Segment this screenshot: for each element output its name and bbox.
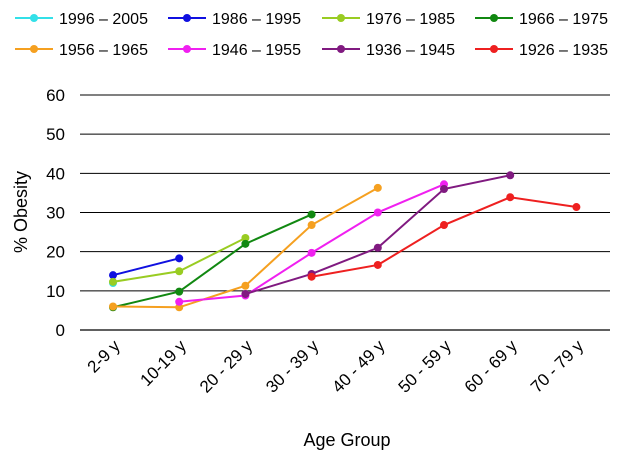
y-tick-label: 60 — [46, 86, 65, 105]
legend-label: 1986 – 1995 — [212, 11, 301, 28]
x-axis-title: Age Group — [303, 430, 390, 450]
series-1 — [109, 254, 184, 280]
data-point — [241, 289, 250, 298]
y-tick-label: 10 — [46, 282, 65, 301]
series-7 — [307, 193, 581, 281]
series-2 — [109, 233, 250, 286]
legend-swatch-marker — [30, 14, 38, 22]
data-point — [241, 239, 250, 248]
series-5 — [175, 180, 448, 306]
series-line — [112, 257, 180, 277]
series-line — [112, 213, 313, 309]
data-point — [506, 171, 515, 180]
series-layer — [109, 171, 581, 312]
legend-item: 1976 – 1985 — [322, 11, 455, 28]
legend-swatch-marker — [490, 45, 498, 53]
series-4 — [109, 183, 382, 312]
legend-swatch-marker — [183, 45, 191, 53]
y-axis-title: % Obesity — [11, 171, 31, 253]
data-point — [307, 272, 316, 281]
legend-item: 1946 – 1955 — [168, 42, 301, 59]
legend-item: 1986 – 1995 — [168, 11, 301, 28]
legend-label: 1946 – 1955 — [212, 42, 301, 59]
data-point — [241, 233, 250, 242]
legend-label: 1996 – 2005 — [59, 11, 148, 28]
legend-swatch-marker — [490, 14, 498, 22]
data-point — [109, 271, 117, 280]
data-point — [307, 210, 316, 219]
y-tick-label: 0 — [56, 321, 65, 340]
data-point — [373, 208, 382, 217]
data-point — [373, 183, 382, 192]
legend-item: 1926 – 1935 — [475, 42, 608, 59]
data-point — [506, 193, 515, 202]
data-point — [572, 203, 581, 212]
x-tick-label: 60 - 69 y — [461, 336, 522, 397]
series-line — [179, 183, 445, 303]
legend-item: 1966 – 1975 — [475, 11, 608, 28]
x-tick-label: 2-9 y — [84, 336, 125, 377]
data-point — [373, 260, 382, 269]
x-tick-label: 30 - 39 y — [262, 336, 323, 397]
x-tick-label: 10-19 y — [136, 336, 190, 390]
y-tick-label: 30 — [46, 204, 65, 223]
data-point — [109, 302, 117, 311]
y-tick-label: 40 — [46, 164, 65, 183]
legend-label: 1926 – 1935 — [519, 42, 608, 59]
data-point — [440, 185, 448, 193]
series-line — [311, 196, 577, 278]
grid — [80, 94, 610, 331]
x-tick-label: 70 - 79 y — [527, 336, 588, 397]
y-axis-ticks: 0 10 20 30 40 50 60 — [46, 86, 65, 340]
data-point — [175, 287, 184, 296]
legend-item: 1956 – 1965 — [15, 42, 148, 59]
x-tick-label: 20 - 29 y — [196, 336, 257, 397]
series-line — [245, 174, 511, 295]
legend-item: 1996 – 2005 — [15, 11, 148, 28]
data-point — [307, 221, 316, 230]
data-point — [175, 267, 184, 276]
y-tick-label: 20 — [46, 243, 65, 262]
legend-label: 1976 – 1985 — [366, 11, 455, 28]
legend-label: 1936 – 1945 — [366, 42, 455, 59]
x-tick-label: 40 - 49 y — [328, 336, 389, 397]
legend: 1996 – 2005 1986 – 1995 1976 – 1985 1966 – … — [15, 11, 608, 59]
legend-label: 1966 – 1975 — [519, 11, 608, 28]
y-tick-label: 50 — [46, 125, 65, 144]
x-tick-label: 50 - 59 y — [395, 336, 456, 397]
legend-swatch-marker — [30, 45, 38, 53]
data-point — [373, 243, 382, 252]
legend-swatch-marker — [337, 45, 345, 53]
legend-label: 1956 – 1965 — [59, 42, 148, 59]
data-point — [241, 281, 250, 290]
legend-item: 1936 – 1945 — [322, 42, 455, 59]
data-point — [307, 248, 316, 257]
data-point — [109, 277, 117, 286]
data-point — [175, 303, 184, 312]
data-point — [175, 297, 184, 306]
legend-swatch-marker — [337, 14, 345, 22]
data-point — [175, 254, 184, 263]
legend-swatch-marker — [183, 14, 191, 22]
data-point — [440, 221, 448, 230]
